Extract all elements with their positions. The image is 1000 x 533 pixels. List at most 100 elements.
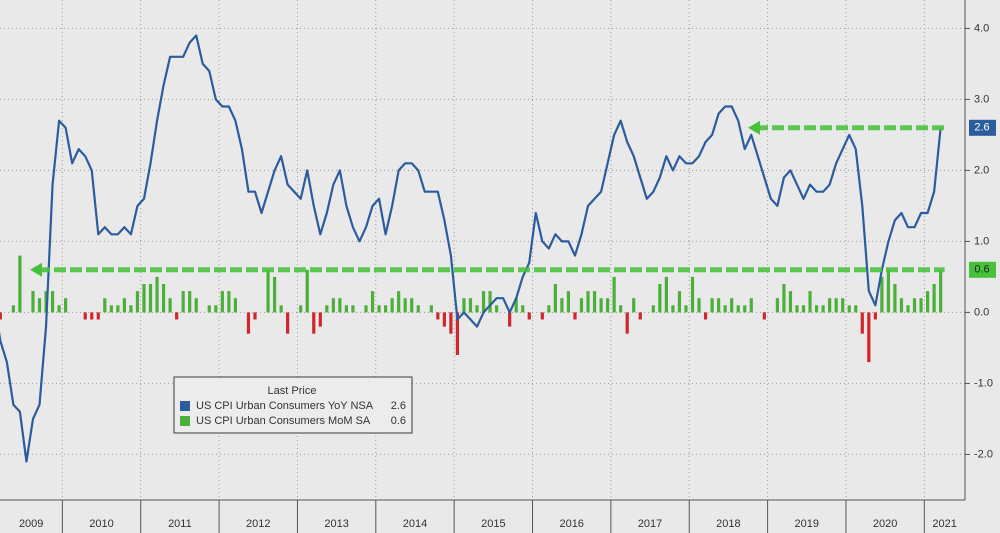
bar: [566, 291, 571, 313]
bar: [96, 312, 100, 320]
bar: [397, 291, 401, 313]
x-tick-label: 2010: [89, 518, 113, 530]
bar: [155, 276, 159, 313]
bar: [782, 284, 786, 313]
bar: [677, 291, 682, 313]
bar: [0, 312, 2, 320]
bar: [253, 312, 257, 320]
bar: [410, 298, 414, 313]
bar: [560, 298, 564, 313]
y-tick-label: -1.0: [974, 377, 993, 389]
x-tick-label: 2012: [246, 518, 270, 530]
bar: [344, 305, 349, 313]
legend-swatch: [180, 416, 190, 426]
bar: [299, 305, 303, 313]
bar: [697, 298, 701, 313]
x-tick-label: 2020: [873, 518, 897, 530]
bar: [220, 291, 224, 313]
bar: [436, 312, 440, 320]
bar: [161, 284, 166, 313]
legend-label: US CPI Urban Consumers YoY NSA: [196, 400, 374, 412]
legend-label: US CPI Urban Consumers MoM SA: [196, 415, 371, 427]
bar: [246, 312, 251, 334]
bar: [135, 291, 140, 313]
bar: [867, 312, 871, 363]
bar: [233, 298, 238, 313]
bar: [717, 298, 721, 313]
bar: [495, 305, 499, 313]
bar: [429, 305, 433, 313]
bar: [847, 305, 851, 313]
bar: [710, 298, 714, 313]
bar: [90, 312, 94, 320]
bar: [272, 276, 277, 313]
bar: [690, 276, 695, 313]
bar: [148, 284, 153, 313]
last-value-box: [969, 261, 996, 278]
bar: [455, 312, 460, 355]
bar: [932, 284, 936, 313]
x-tick-label: 2015: [481, 518, 505, 530]
bar: [364, 305, 368, 313]
bar: [801, 305, 806, 313]
bar: [475, 305, 479, 313]
legend-value: 0.6: [391, 415, 406, 427]
last-value-box: [969, 119, 996, 136]
bar: [873, 312, 877, 320]
bar: [540, 312, 544, 320]
bar: [31, 291, 35, 313]
bar: [488, 291, 492, 313]
bar: [658, 284, 662, 313]
bar: [775, 298, 779, 313]
annotation-arrowhead: [748, 120, 760, 135]
bar: [390, 298, 394, 313]
x-tick-label: 2011: [168, 518, 192, 530]
bar: [664, 276, 668, 313]
bar: [214, 305, 218, 313]
bar: [142, 284, 146, 313]
last-value-label: 0.6: [974, 264, 989, 276]
bar: [103, 298, 107, 313]
bar: [592, 291, 597, 313]
bar: [814, 305, 819, 313]
bar: [44, 291, 48, 313]
bar: [749, 298, 753, 313]
bar: [821, 305, 825, 313]
grid: [0, 0, 965, 500]
bar: [586, 291, 590, 313]
bar: [841, 298, 845, 313]
bar: [383, 305, 388, 313]
bar: [11, 305, 15, 313]
bar: [743, 305, 747, 313]
bar: [860, 312, 864, 334]
bar: [606, 298, 610, 313]
legend: Last Price US CPI Urban Consumers YoY NS…: [173, 376, 413, 434]
bar: [651, 305, 655, 313]
bar: [207, 305, 211, 313]
bar: [612, 276, 616, 313]
x-tick-label: 2021: [932, 518, 956, 530]
bar: [227, 291, 231, 313]
bar: [599, 298, 603, 313]
bar: [579, 298, 584, 313]
legend-box: [173, 376, 413, 434]
bar: [703, 312, 708, 320]
bar: [919, 298, 923, 313]
bar: [188, 291, 192, 313]
bar: [788, 291, 793, 313]
y-tick-label: 1.0: [974, 235, 989, 247]
bar: [109, 305, 113, 313]
y-tick-label: 2.0: [974, 164, 989, 176]
bar: [573, 312, 577, 320]
last-value-label: 2.6: [974, 122, 989, 134]
bar: [925, 291, 930, 313]
bar: [181, 291, 185, 313]
bar: [553, 284, 557, 313]
bar: [508, 312, 512, 327]
bar: [83, 312, 87, 320]
bar: [175, 312, 179, 320]
bar: [481, 291, 486, 313]
bar: [305, 269, 309, 313]
bar: [50, 291, 55, 313]
